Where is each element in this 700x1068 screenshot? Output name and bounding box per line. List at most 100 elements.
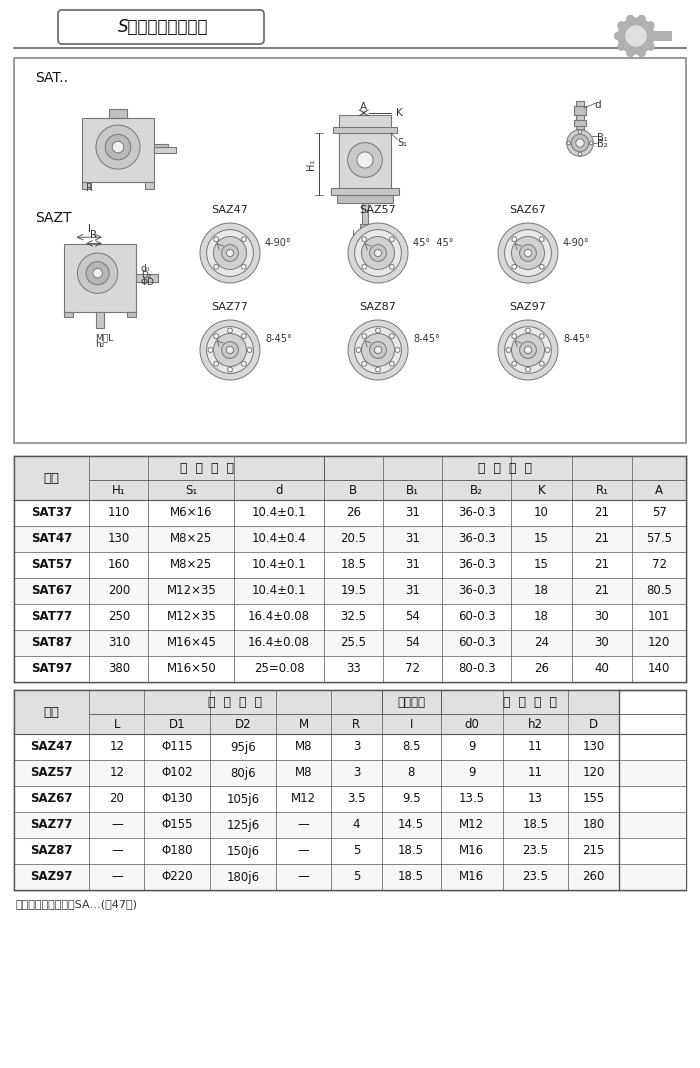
Bar <box>339 114 391 195</box>
Text: B: B <box>349 484 358 497</box>
Circle shape <box>498 223 558 283</box>
Text: 8: 8 <box>407 767 415 780</box>
Bar <box>331 188 399 195</box>
Circle shape <box>222 342 239 359</box>
Text: M6×16: M6×16 <box>170 506 213 519</box>
Circle shape <box>241 265 246 269</box>
Text: 105j6: 105j6 <box>227 792 260 805</box>
Bar <box>14 656 686 682</box>
Text: 25=0.08: 25=0.08 <box>254 662 304 675</box>
Text: 110: 110 <box>108 506 130 519</box>
Text: 18.5: 18.5 <box>398 845 424 858</box>
Text: B₂: B₂ <box>470 484 483 497</box>
Text: SAZ77: SAZ77 <box>30 818 73 832</box>
Circle shape <box>96 125 140 169</box>
Circle shape <box>105 135 131 160</box>
Text: SAZ77: SAZ77 <box>211 302 248 312</box>
Text: 注：其余尺寸请参见SA…(见47页): 注：其余尺寸请参见SA…(见47页) <box>16 899 138 909</box>
Bar <box>109 109 127 119</box>
Bar <box>90 690 382 714</box>
Circle shape <box>200 320 260 380</box>
Text: 80-0.3: 80-0.3 <box>458 662 496 675</box>
Text: 23.5: 23.5 <box>522 870 549 883</box>
Circle shape <box>78 253 118 294</box>
Text: 36-0.3: 36-0.3 <box>458 559 496 571</box>
Text: M8×25: M8×25 <box>170 533 213 546</box>
Text: 101: 101 <box>648 611 671 624</box>
Text: 9.5: 9.5 <box>402 792 421 805</box>
Text: 140: 140 <box>648 662 671 675</box>
Circle shape <box>512 265 517 269</box>
Text: M8: M8 <box>295 767 312 780</box>
Circle shape <box>214 361 218 366</box>
Text: 57: 57 <box>652 506 666 519</box>
Circle shape <box>370 245 386 262</box>
Text: R₁: R₁ <box>596 484 608 497</box>
Circle shape <box>362 237 367 241</box>
Text: 18.5: 18.5 <box>522 818 549 832</box>
Text: 10.4±0.4: 10.4±0.4 <box>252 533 307 546</box>
Text: 72: 72 <box>652 559 666 571</box>
Text: 380: 380 <box>108 662 130 675</box>
Text: 32.5: 32.5 <box>340 611 366 624</box>
Circle shape <box>650 32 657 40</box>
Circle shape <box>505 327 552 374</box>
Circle shape <box>348 223 408 283</box>
Circle shape <box>526 367 531 372</box>
Text: I: I <box>88 224 91 234</box>
Text: 外  型  尺  寸: 外 型 尺 寸 <box>503 695 556 708</box>
Bar <box>14 578 686 604</box>
Text: h₂: h₂ <box>95 340 104 349</box>
Circle shape <box>512 361 517 366</box>
Text: 31: 31 <box>405 584 420 597</box>
Text: A: A <box>360 101 368 112</box>
Text: 200: 200 <box>108 584 130 597</box>
Circle shape <box>540 237 544 241</box>
Bar <box>14 58 686 443</box>
Circle shape <box>226 346 234 354</box>
Circle shape <box>647 43 654 50</box>
Circle shape <box>93 268 102 278</box>
Text: 4-90°: 4-90° <box>265 237 292 248</box>
Text: d0: d0 <box>464 718 479 731</box>
Text: SAT87: SAT87 <box>31 637 72 649</box>
Text: 72: 72 <box>405 662 420 675</box>
Circle shape <box>241 361 246 366</box>
Circle shape <box>214 265 218 269</box>
Text: I: I <box>410 718 413 731</box>
Text: 60-0.3: 60-0.3 <box>458 611 496 624</box>
Circle shape <box>618 43 625 50</box>
Circle shape <box>506 347 511 352</box>
Text: L: L <box>113 718 120 731</box>
Text: 180j6: 180j6 <box>227 870 260 883</box>
Bar <box>14 786 686 812</box>
Circle shape <box>567 141 570 145</box>
Circle shape <box>228 367 232 372</box>
Text: 8-45°: 8-45° <box>413 334 440 345</box>
Text: B₁: B₁ <box>598 132 608 143</box>
Bar <box>14 500 686 527</box>
Circle shape <box>627 15 634 22</box>
Text: M12: M12 <box>291 792 316 805</box>
Circle shape <box>512 237 517 241</box>
Text: D: D <box>589 718 598 731</box>
Text: B₂: B₂ <box>598 139 608 148</box>
Circle shape <box>395 347 400 352</box>
Text: 18: 18 <box>534 584 549 597</box>
Text: M16×50: M16×50 <box>167 662 216 675</box>
Text: Φ130: Φ130 <box>162 792 193 805</box>
Circle shape <box>615 32 622 40</box>
Text: M: M <box>299 718 309 731</box>
Text: 11: 11 <box>528 740 543 754</box>
Text: 12: 12 <box>109 740 125 754</box>
Text: SAZT: SAZT <box>35 211 71 225</box>
Text: —: — <box>111 845 122 858</box>
Text: H₁: H₁ <box>306 159 316 170</box>
Text: 21: 21 <box>594 559 610 571</box>
Text: 安  装  尺  寸: 安 装 尺 寸 <box>179 461 234 474</box>
Circle shape <box>524 346 531 354</box>
Text: Φ115: Φ115 <box>162 740 193 754</box>
Circle shape <box>576 139 584 147</box>
Bar <box>0 0 700 68</box>
Text: Φ180: Φ180 <box>162 845 193 858</box>
